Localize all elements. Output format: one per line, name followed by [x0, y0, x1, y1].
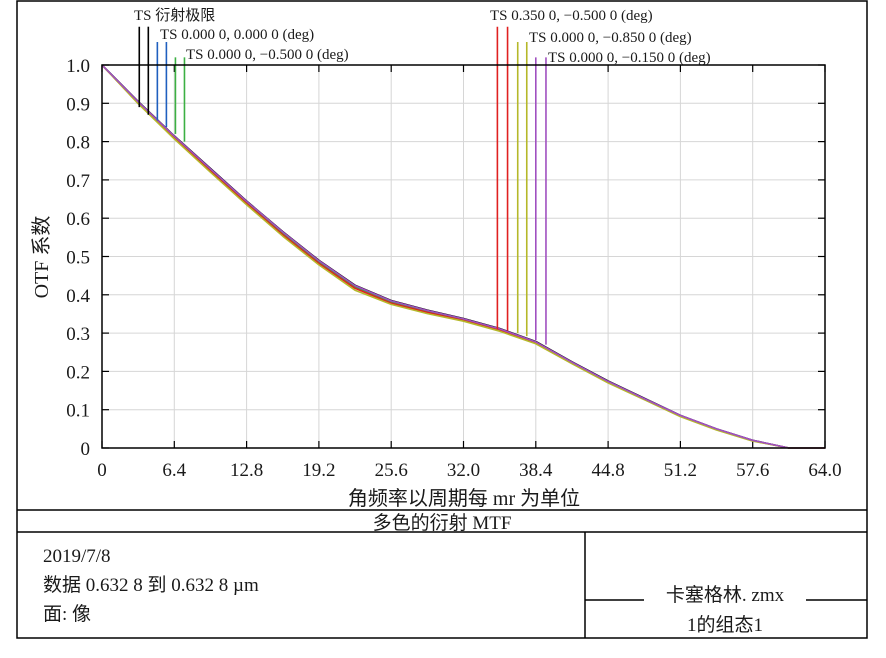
x-tick-label: 25.6 — [375, 460, 408, 481]
x-tick-label: 12.8 — [230, 460, 263, 481]
x-tick-label: 51.2 — [664, 460, 697, 481]
series-line — [101, 64, 825, 449]
ticks-layer: 0 6.4 12.8 19.2 25.6 32.0 38.4 44.8 51.2 57.6 64.0… — [66, 56, 841, 481]
figure-frame — [16, 0, 868, 639]
y-tick-label: 0.6 — [66, 209, 90, 230]
y-tick-label: 0.3 — [66, 324, 90, 345]
legend-label: TS 衍射极限 — [134, 7, 215, 24]
legend-label: TS 0.000 0, 0.000 0 (deg) — [160, 27, 314, 43]
y-tick-label: 0.9 — [66, 94, 90, 115]
legend-label: TS 0.000 0, −0.150 0 (deg) — [548, 50, 711, 66]
y-tick-label: 0.5 — [66, 248, 90, 269]
info-config: 1的组态1 — [687, 614, 763, 636]
x-tick-label: 57.6 — [736, 460, 769, 481]
x-tick-label: 38.4 — [519, 460, 553, 481]
legend-label: TS 0.000 0, −0.850 0 (deg) — [529, 30, 692, 46]
y-tick-label: 0.4 — [66, 286, 90, 307]
grid-layer — [101, 64, 826, 449]
x-tick-label: 6.4 — [162, 460, 186, 481]
series-line — [101, 64, 825, 449]
markers-layer — [138, 26, 547, 345]
y-tick-label: 1.0 — [66, 56, 90, 77]
info-file: 卡塞格林. zmx — [666, 584, 785, 606]
legend-label: TS 0.350 0, −0.500 0 (deg) — [490, 8, 653, 24]
x-tick-label: 32.0 — [447, 460, 480, 481]
x-tick-label: 44.8 — [591, 460, 624, 481]
legend-label: TS 0.000 0, −0.500 0 (deg) — [186, 47, 349, 63]
info-wavelength: 数据 0.632 8 到 0.632 8 µm — [43, 574, 259, 596]
y-tick-label: 0.2 — [66, 362, 90, 383]
y-axis-title: OTF 系数 — [30, 216, 53, 299]
x-axis-title: 角频率以周期每 mr 为单位 — [348, 487, 580, 510]
x-tick-label: 19.2 — [302, 460, 335, 481]
plot-area — [101, 64, 826, 449]
chart-title: 多色的衍射 MTF — [373, 512, 512, 534]
y-tick-label: 0 — [81, 439, 91, 460]
y-tick-label: 0.7 — [66, 171, 90, 192]
x-tick-label: 0 — [97, 460, 107, 481]
y-tick-label: 0.8 — [66, 133, 90, 154]
y-tick-label: 0.1 — [66, 401, 90, 422]
info-surface: 面: 像 — [43, 603, 91, 625]
series-layer — [101, 64, 825, 449]
info-date: 2019/7/8 — [43, 546, 111, 567]
x-tick-label: 64.0 — [808, 460, 841, 481]
